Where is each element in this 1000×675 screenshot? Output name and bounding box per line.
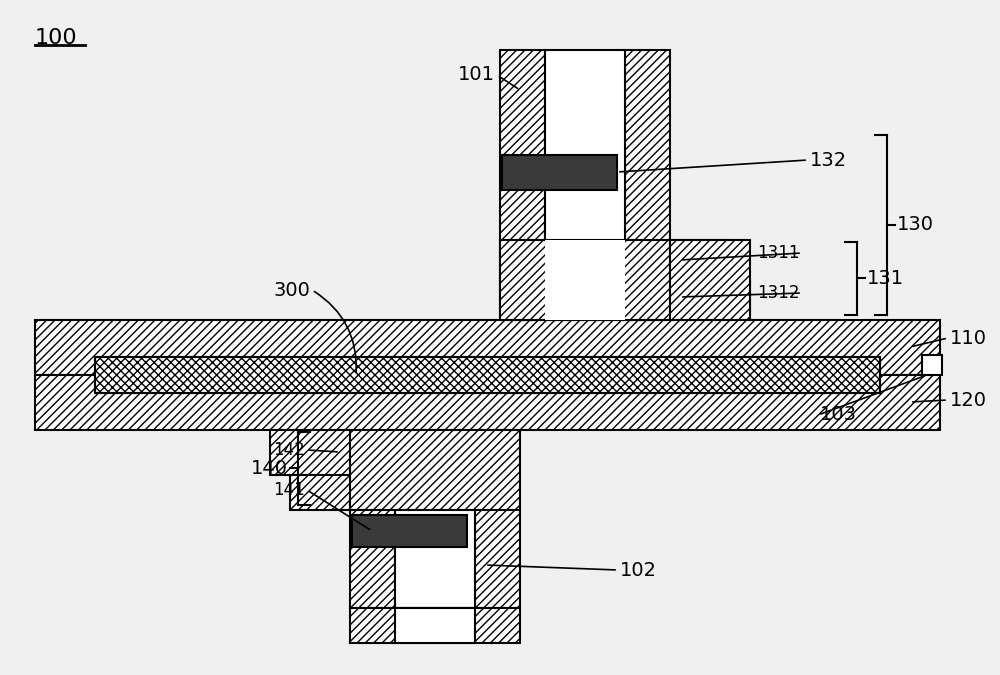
Bar	[395, 608, 475, 643]
Text: 132: 132	[810, 151, 847, 169]
Text: 1312: 1312	[758, 284, 800, 302]
Bar	[625, 50, 670, 320]
Bar	[545, 50, 625, 320]
Bar	[502, 155, 617, 190]
Text: 110: 110	[950, 329, 987, 348]
Bar	[475, 510, 520, 608]
Bar	[922, 355, 942, 375]
Bar	[670, 240, 730, 280]
Text: 120: 120	[950, 391, 987, 410]
Bar	[395, 510, 475, 608]
Bar	[670, 280, 750, 315]
Text: 131: 131	[867, 269, 904, 288]
Bar	[350, 510, 395, 608]
Bar	[35, 320, 940, 375]
Bar	[350, 430, 520, 510]
Text: 102: 102	[620, 560, 657, 580]
Text: 130: 130	[897, 215, 934, 234]
Bar	[35, 375, 940, 430]
Bar	[350, 608, 520, 643]
Text: 101: 101	[458, 65, 495, 84]
Text: 1311: 1311	[758, 244, 800, 262]
Bar	[95, 357, 880, 393]
Bar	[352, 515, 467, 547]
Bar	[270, 430, 350, 475]
Text: 103: 103	[820, 406, 857, 425]
Bar	[545, 240, 625, 320]
Text: 142: 142	[273, 441, 305, 459]
Bar	[95, 357, 880, 393]
Text: 100: 100	[35, 28, 78, 48]
Text: 300: 300	[273, 281, 310, 300]
Text: 141: 141	[273, 481, 305, 499]
Bar	[500, 50, 545, 320]
Bar	[670, 240, 750, 320]
Text: 140: 140	[251, 458, 288, 477]
Bar	[290, 475, 350, 510]
Bar	[500, 240, 670, 320]
